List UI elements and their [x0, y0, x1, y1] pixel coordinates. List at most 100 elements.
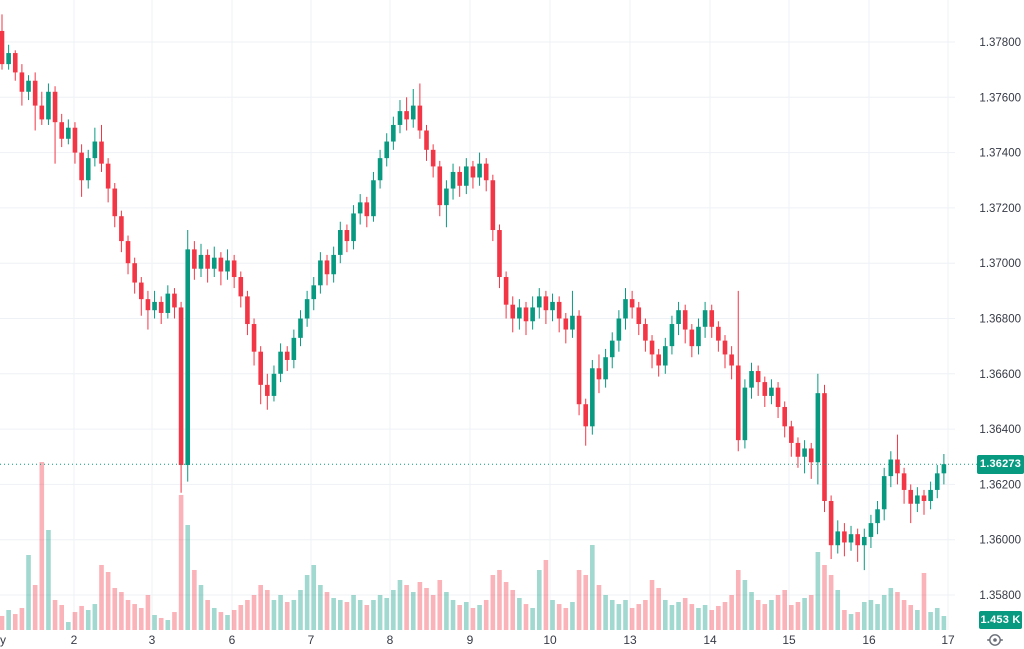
volume-bar — [265, 589, 270, 630]
volume-bar — [782, 589, 787, 630]
volume-bar — [530, 607, 535, 630]
time-tick-label: 13 — [623, 633, 637, 647]
candle — [808, 442, 814, 479]
time-axis[interactable]: y 2 3 6 7 8 9 10 13 14 15 16 17 — [0, 633, 955, 647]
volume-bar — [397, 579, 403, 630]
candle — [901, 467, 907, 504]
volume-bar — [729, 594, 734, 630]
candle — [682, 304, 688, 344]
volume-bar — [497, 569, 502, 630]
volume-bar — [231, 609, 237, 630]
candle — [245, 290, 250, 336]
time-tick-label: 8 — [387, 633, 394, 647]
volume-bar — [457, 604, 462, 630]
candle — [915, 487, 920, 513]
volume-layer — [0, 462, 947, 630]
candle — [888, 451, 894, 488]
candle — [735, 290, 741, 452]
volume-bar — [682, 597, 688, 630]
candle — [92, 127, 98, 167]
candle — [410, 89, 416, 128]
volume-bar — [238, 604, 244, 630]
volume-bar — [0, 615, 5, 630]
volume-bar — [696, 607, 701, 630]
volume-bar — [92, 604, 98, 630]
volume-bar — [79, 605, 84, 630]
candle — [52, 86, 58, 164]
candle — [563, 312, 569, 344]
settings-icon[interactable] — [986, 631, 1004, 649]
time-tick-label: 15 — [782, 633, 796, 647]
candle — [12, 50, 18, 81]
last-volume-value: 1.453 K — [980, 614, 1021, 626]
price-tick-label: 1.37400 — [979, 148, 1021, 160]
volume-bar — [842, 609, 847, 630]
candle — [497, 224, 502, 289]
volume-bar — [205, 599, 210, 630]
volume-bar — [357, 599, 363, 630]
volume-bar — [324, 592, 330, 630]
volume-bar — [789, 604, 794, 630]
volume-bar — [868, 599, 874, 630]
candle — [848, 525, 854, 551]
volume-bar — [921, 572, 927, 630]
candle — [855, 528, 860, 562]
candle — [623, 288, 628, 330]
candle — [66, 119, 71, 145]
volume-bar — [742, 579, 748, 630]
volume-bar — [344, 602, 350, 630]
candle — [464, 158, 469, 195]
candle — [875, 500, 880, 535]
volume-bar — [52, 599, 58, 630]
volume-bar — [881, 594, 887, 630]
volume-bar — [702, 604, 708, 630]
volume-bar — [464, 602, 469, 630]
candle — [696, 318, 701, 355]
candle — [782, 401, 787, 438]
candle — [125, 235, 131, 275]
volume-bar — [517, 597, 522, 630]
volume-bar — [404, 584, 409, 630]
candle — [258, 346, 263, 405]
candle — [842, 523, 847, 557]
candle — [298, 310, 303, 347]
time-tick-label: 7 — [308, 633, 315, 647]
candle — [59, 113, 64, 148]
candle — [178, 301, 184, 493]
volume-bar — [417, 582, 423, 630]
candle — [324, 254, 330, 286]
volume-bar — [875, 604, 880, 630]
volume-bar — [649, 579, 655, 630]
candle — [868, 514, 874, 548]
candle — [729, 346, 734, 380]
price-axis[interactable]: 1.37800 1.37600 1.37400 1.37200 1.37000 1.368… — [979, 37, 1021, 602]
volume-bar — [331, 597, 336, 630]
volume-bar — [609, 599, 615, 630]
volume-bar — [444, 592, 449, 630]
volume-bar — [623, 599, 628, 630]
price-tick-label: 1.37800 — [979, 37, 1021, 49]
volume-bar — [59, 604, 64, 630]
candle — [669, 315, 675, 355]
price-tick-label: 1.36000 — [979, 535, 1021, 547]
candle — [861, 528, 867, 571]
candle — [6, 44, 11, 70]
candle — [556, 296, 562, 333]
volume-bar — [351, 594, 356, 630]
volume-bar — [656, 587, 661, 630]
candle — [775, 382, 781, 419]
candle — [789, 420, 794, 457]
volume-bar — [284, 602, 290, 630]
candle — [26, 75, 31, 101]
volume-bar — [125, 599, 131, 630]
volume-bar — [377, 594, 383, 630]
volume-bar — [895, 592, 900, 630]
volume-bar — [6, 609, 11, 630]
candle — [265, 373, 270, 410]
price-tick-label: 1.36800 — [979, 314, 1021, 326]
time-tick-label: y — [0, 633, 6, 647]
candle — [815, 373, 821, 485]
volume-bar — [271, 599, 277, 630]
volume-bar — [735, 569, 741, 630]
